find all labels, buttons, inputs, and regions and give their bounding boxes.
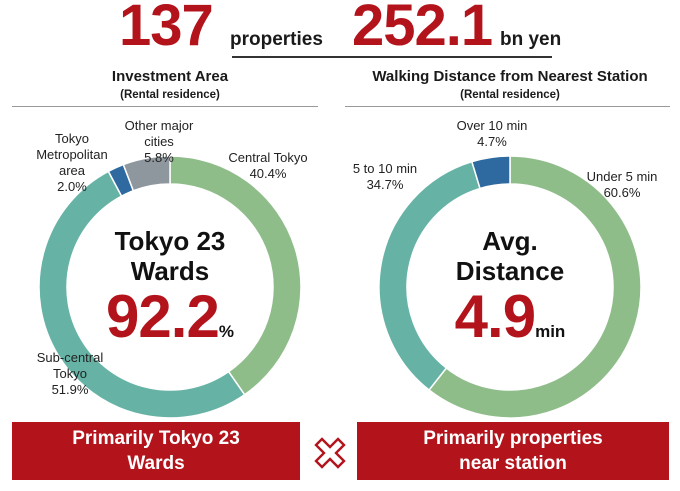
multiply-icon — [314, 437, 346, 469]
total-amount-value: 252.1 — [352, 0, 493, 58]
total-amount-unit: bn yen — [500, 29, 562, 50]
donut-slice-1-0 — [428, 155, 642, 419]
investment-area-subtitle: (Rental residence) — [120, 89, 220, 101]
investment-area-rule — [12, 106, 318, 107]
summary-box-tokyo-23-wards: Primarily Tokyo 23 Wards — [12, 422, 300, 480]
center-title-line2: Wards — [130, 256, 210, 286]
property-count-value: 137 — [119, 0, 214, 58]
property-count-unit: properties — [230, 29, 323, 50]
headline-underline — [232, 56, 552, 58]
donut-slice-1-2 — [470, 155, 511, 190]
slice-label-over-10-min: Over 10 min 4.7% — [456, 118, 528, 149]
headline: 137 properties 252.1 bn yen — [0, 0, 680, 58]
walking-distance-title: Walking Distance from Nearest Station — [372, 68, 648, 85]
center-value: 92.2% — [106, 283, 234, 350]
center-title-line1: Avg. — [482, 226, 538, 256]
center-title-line2: Distance — [455, 256, 565, 286]
slice-label-tokyo-metropolitan-area: Tokyo Metropolitan area 2.0% — [36, 131, 108, 194]
investment-area-title: Investment Area — [111, 68, 229, 85]
slice-label-under-5-min: Under 5 min 60.6% — [586, 169, 658, 200]
slice-label-central-tokyo: Central Tokyo 40.4% — [228, 150, 308, 181]
center-value: 4.9min — [454, 283, 566, 350]
summary-box-near-station: Primarily properties near station — [357, 422, 669, 480]
slice-label-sub-central-tokyo: Sub-central Tokyo 51.9% — [36, 350, 104, 397]
investment-area-center: Tokyo 23 Wards 92.2% — [70, 226, 270, 363]
walking-distance-rule — [345, 106, 670, 107]
donut-slice-0-1 — [38, 170, 246, 419]
donut-slice-0-3 — [122, 155, 171, 192]
walking-distance-center: Avg. Distance 4.9min — [410, 226, 610, 363]
slice-label-other-major-cities: Other major cities 5.8% — [124, 118, 194, 165]
center-title-line1: Tokyo 23 — [114, 226, 226, 256]
walking-distance-subtitle: (Rental residence) — [460, 89, 560, 101]
slice-label-5-to-10-min: 5 to 10 min 34.7% — [352, 161, 418, 192]
